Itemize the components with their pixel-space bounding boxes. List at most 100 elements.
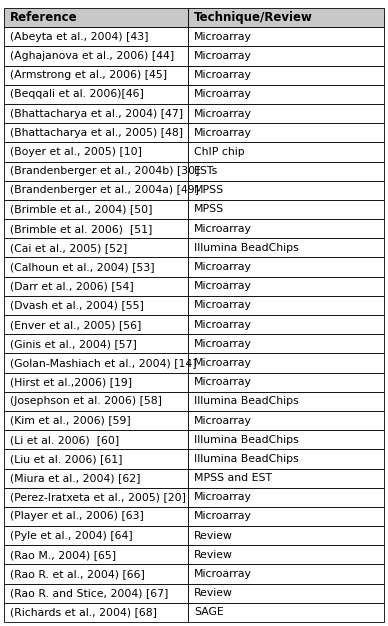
Bar xyxy=(4,219,188,239)
Text: MPSS and EST: MPSS and EST xyxy=(194,473,272,483)
Text: (Boyer et al., 2005) [10]: (Boyer et al., 2005) [10] xyxy=(10,147,142,157)
Text: Reference: Reference xyxy=(10,11,78,24)
Bar xyxy=(4,239,188,257)
Text: Review: Review xyxy=(194,588,233,598)
Text: Microarray: Microarray xyxy=(194,377,252,387)
Text: (Darr et al., 2006) [54]: (Darr et al., 2006) [54] xyxy=(10,281,134,291)
Text: (Ginis et al., 2004) [57]: (Ginis et al., 2004) [57] xyxy=(10,339,137,349)
Text: (Dvash et al., 2004) [55]: (Dvash et al., 2004) [55] xyxy=(10,300,144,310)
Bar xyxy=(188,8,384,27)
Bar xyxy=(4,334,188,353)
Bar xyxy=(4,66,188,85)
Bar xyxy=(4,545,188,565)
Bar xyxy=(188,526,384,545)
Text: Microarray: Microarray xyxy=(194,108,252,118)
Bar xyxy=(4,104,188,123)
Text: Microarray: Microarray xyxy=(194,223,252,233)
Bar xyxy=(4,488,188,507)
Text: (Perez-Iratxeta et al., 2005) [20]: (Perez-Iratxeta et al., 2005) [20] xyxy=(10,492,186,502)
Text: Microarray: Microarray xyxy=(194,339,252,349)
Text: Technique/Review: Technique/Review xyxy=(194,11,313,24)
Bar xyxy=(4,123,188,142)
Text: Microarray: Microarray xyxy=(194,569,252,579)
Bar xyxy=(4,430,188,449)
Bar xyxy=(4,468,188,488)
Text: (Calhoun et al., 2004) [53]: (Calhoun et al., 2004) [53] xyxy=(10,262,155,272)
Bar xyxy=(4,181,188,200)
Text: (Beqqali et al. 2006)[46]: (Beqqali et al. 2006)[46] xyxy=(10,90,144,100)
Text: Microarray: Microarray xyxy=(194,51,252,61)
Bar xyxy=(188,85,384,104)
Text: (Josephson et al. 2006) [58]: (Josephson et al. 2006) [58] xyxy=(10,396,162,406)
Text: (Liu et al. 2006) [61]: (Liu et al. 2006) [61] xyxy=(10,454,123,464)
Text: (Player et al., 2006) [63]: (Player et al., 2006) [63] xyxy=(10,511,144,521)
Bar xyxy=(188,257,384,277)
Text: ESTs: ESTs xyxy=(194,166,218,176)
Bar xyxy=(4,85,188,104)
Bar xyxy=(4,565,188,583)
Bar xyxy=(188,200,384,219)
Text: Illumina BeadChips: Illumina BeadChips xyxy=(194,243,299,253)
Bar xyxy=(188,603,384,622)
Text: Microarray: Microarray xyxy=(194,32,252,42)
Text: Microarray: Microarray xyxy=(194,300,252,310)
Bar xyxy=(4,411,188,430)
Bar xyxy=(188,449,384,468)
Text: MPSS: MPSS xyxy=(194,185,224,195)
Text: (Li et al. 2006)  [60]: (Li et al. 2006) [60] xyxy=(10,434,119,444)
Bar xyxy=(4,449,188,468)
Text: Review: Review xyxy=(194,531,233,541)
Text: (Bhattacharya et al., 2005) [48]: (Bhattacharya et al., 2005) [48] xyxy=(10,128,183,138)
Bar xyxy=(188,411,384,430)
Text: Microarray: Microarray xyxy=(194,492,252,502)
Text: (Golan-Mashiach et al., 2004) [14]: (Golan-Mashiach et al., 2004) [14] xyxy=(10,358,197,368)
Text: (Kim et al., 2006) [59]: (Kim et al., 2006) [59] xyxy=(10,416,131,426)
Bar xyxy=(4,372,188,392)
Text: (Pyle et al., 2004) [64]: (Pyle et al., 2004) [64] xyxy=(10,531,133,541)
Bar xyxy=(4,296,188,315)
Bar xyxy=(188,277,384,296)
Text: ChIP chip: ChIP chip xyxy=(194,147,245,157)
Bar xyxy=(4,277,188,296)
Text: Microarray: Microarray xyxy=(194,128,252,138)
Bar xyxy=(188,104,384,123)
Text: (Abeyta et al., 2004) [43]: (Abeyta et al., 2004) [43] xyxy=(10,32,149,42)
Text: Illumina BeadChips: Illumina BeadChips xyxy=(194,454,299,464)
Bar xyxy=(188,46,384,66)
Text: Microarray: Microarray xyxy=(194,90,252,100)
Text: Illumina BeadChips: Illumina BeadChips xyxy=(194,396,299,406)
Bar xyxy=(188,239,384,257)
Text: Microarray: Microarray xyxy=(194,416,252,426)
Bar xyxy=(4,353,188,372)
Bar xyxy=(4,46,188,66)
Text: Microarray: Microarray xyxy=(194,358,252,368)
Bar xyxy=(4,507,188,526)
Bar xyxy=(4,603,188,622)
Text: (Miura et al., 2004) [62]: (Miura et al., 2004) [62] xyxy=(10,473,140,483)
Bar xyxy=(4,27,188,46)
Bar xyxy=(4,162,188,181)
Bar xyxy=(188,142,384,162)
Bar xyxy=(188,27,384,46)
Text: Microarray: Microarray xyxy=(194,511,252,521)
Text: SAGE: SAGE xyxy=(194,607,224,617)
Bar xyxy=(188,296,384,315)
Bar xyxy=(4,200,188,219)
Text: (Richards et al., 2004) [68]: (Richards et al., 2004) [68] xyxy=(10,607,157,617)
Text: (Enver et al., 2005) [56]: (Enver et al., 2005) [56] xyxy=(10,320,141,330)
Bar xyxy=(4,392,188,411)
Bar xyxy=(4,583,188,603)
Bar xyxy=(188,583,384,603)
Bar xyxy=(188,219,384,239)
Bar xyxy=(188,353,384,372)
Bar xyxy=(188,468,384,488)
Text: (Bhattacharya et al., 2004) [47]: (Bhattacharya et al., 2004) [47] xyxy=(10,108,183,118)
Text: (Cai et al., 2005) [52]: (Cai et al., 2005) [52] xyxy=(10,243,127,253)
Bar xyxy=(4,8,188,27)
Text: (Aghajanova et al., 2006) [44]: (Aghajanova et al., 2006) [44] xyxy=(10,51,174,61)
Bar xyxy=(188,488,384,507)
Text: (Rao R. et al., 2004) [66]: (Rao R. et al., 2004) [66] xyxy=(10,569,145,579)
Bar xyxy=(188,181,384,200)
Bar xyxy=(4,526,188,545)
Text: (Brandenberger et al., 2004b) [30]: (Brandenberger et al., 2004b) [30] xyxy=(10,166,199,176)
